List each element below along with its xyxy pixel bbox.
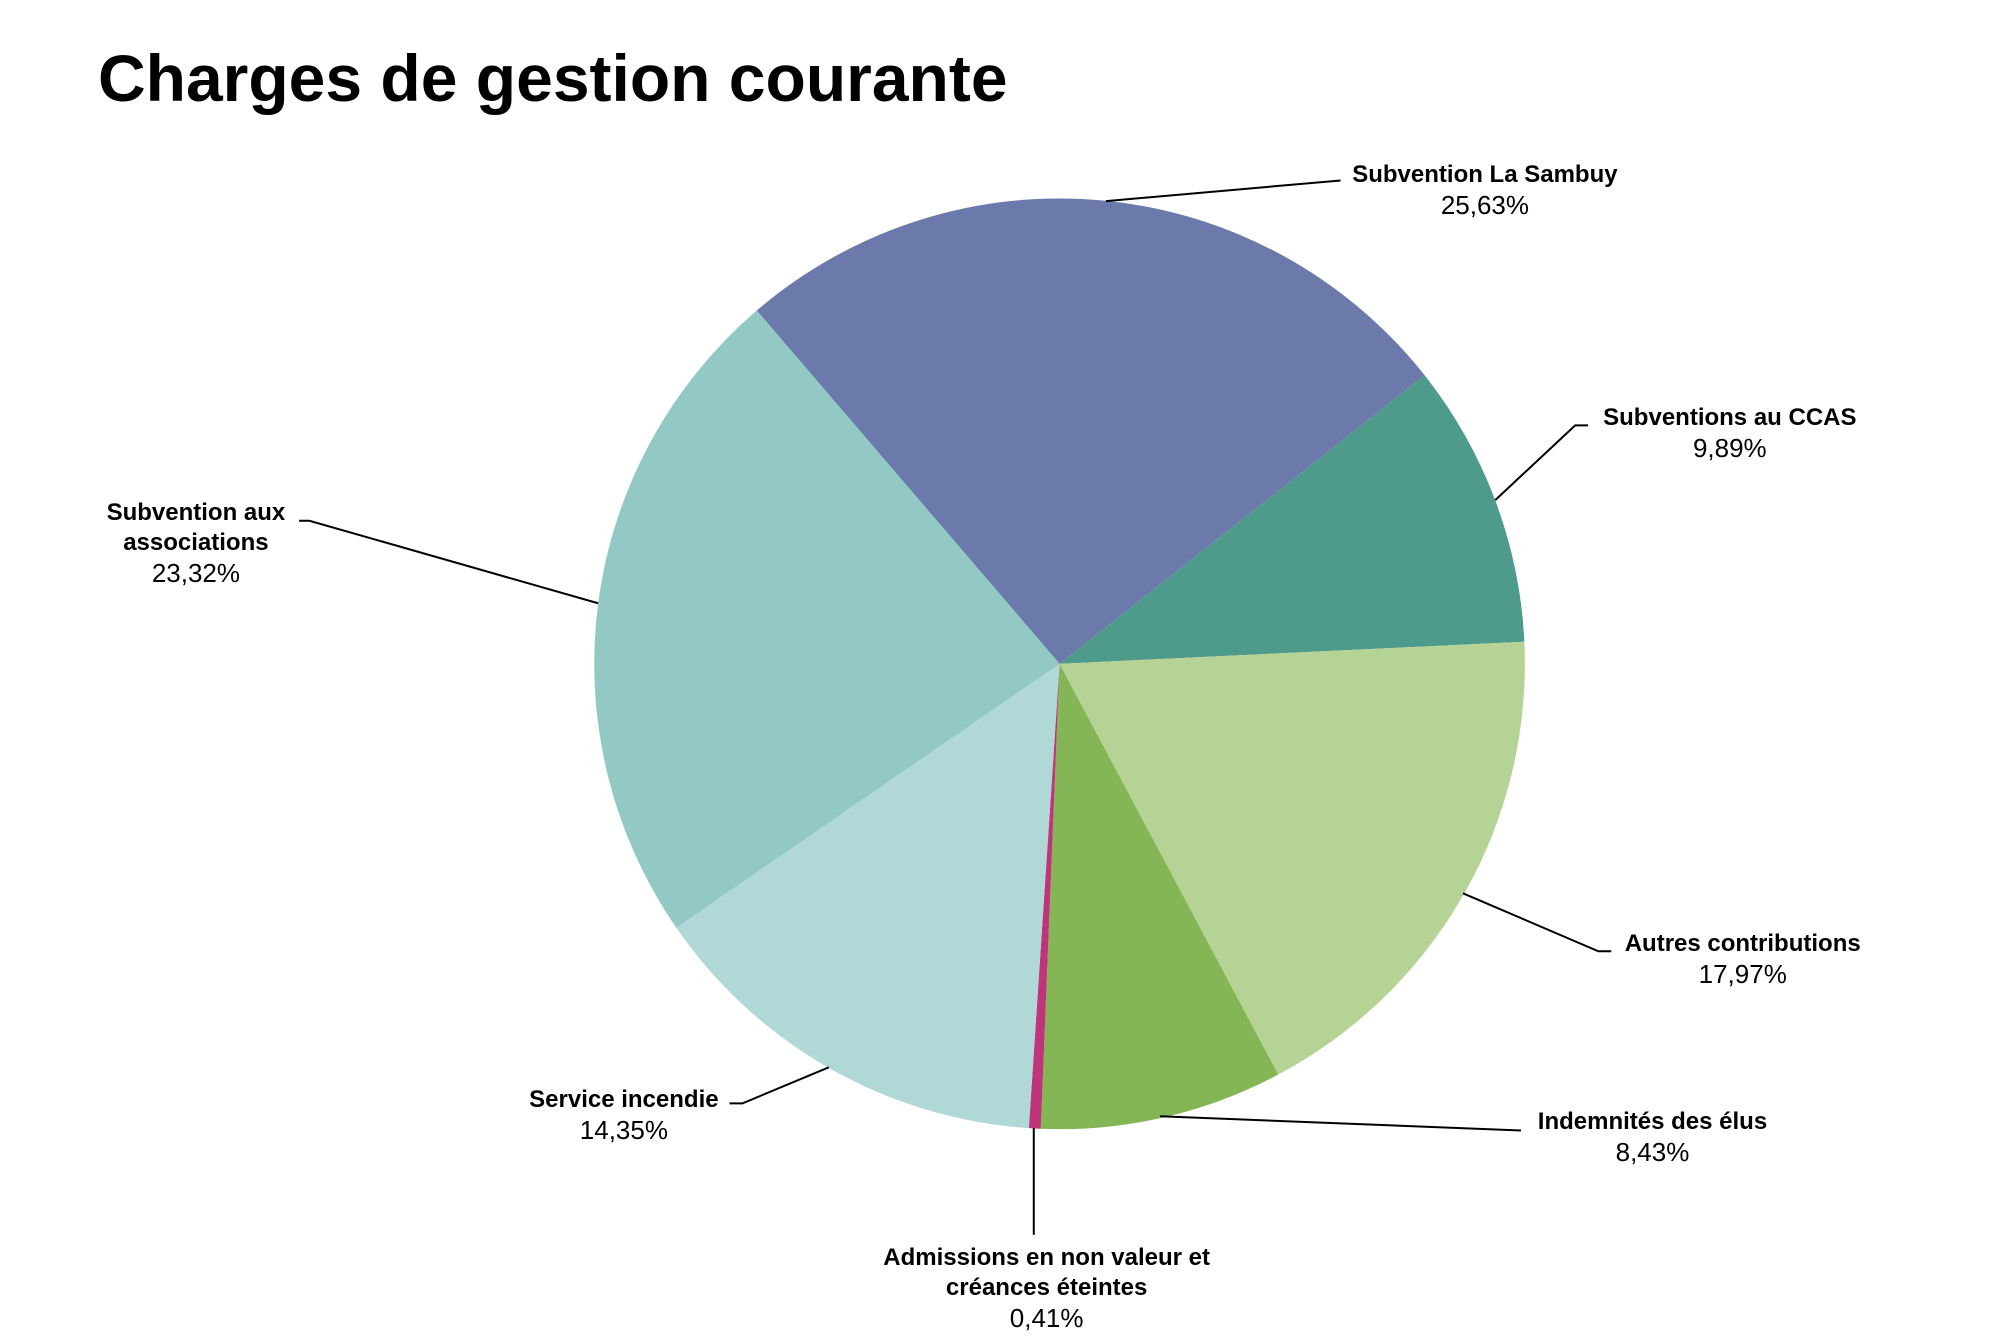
pie-slice [1040, 663, 1279, 1130]
label-value: 0,41% [1009, 1302, 1084, 1333]
slice-label: Indemnités des élus 8,43% [1459, 1107, 1846, 1167]
label-name: Indemnités des élus [1537, 1108, 1768, 1136]
label-name: Subventions au CCAS [1603, 404, 1857, 432]
slice-label: Autres contributions 17,97% [1549, 929, 1936, 989]
pie-slice [1028, 663, 1060, 1129]
pie-slice [1059, 641, 1525, 1075]
slice-label: Service incendie 14,35% [463, 1085, 785, 1145]
pie-slice [594, 310, 1060, 928]
label-value: 9,89% [1692, 433, 1767, 464]
slice-label: Subvention aux associations 23,32% [83, 498, 309, 588]
label-name: Subvention La Sambuy [1352, 160, 1618, 188]
leader-line [1160, 1115, 1522, 1132]
label-name: Subvention aux associations [106, 498, 286, 556]
label-name: Admissions en non valeur et créances éte… [883, 1243, 1211, 1301]
label-name: Service incendie [529, 1086, 719, 1114]
pie-slice [756, 198, 1425, 664]
label-value: 8,43% [1615, 1137, 1690, 1168]
pie-slice [1059, 375, 1525, 664]
slice-label: Admissions en non valeur et créances éte… [873, 1243, 1221, 1333]
leader-line [1462, 892, 1612, 953]
leader-line [299, 519, 599, 605]
leader-line [1494, 424, 1589, 501]
label-value: 17,97% [1698, 959, 1787, 990]
pie-slice [676, 663, 1060, 1129]
slice-label: Subvention La Sambuy 25,63% [1292, 160, 1679, 220]
chart-title: Charges de gestion courante [98, 41, 1008, 115]
label-value: 23,32% [151, 557, 240, 588]
label-value: 25,63% [1440, 189, 1529, 220]
leader-line [729, 1066, 830, 1105]
slice-label: Subventions au CCAS 9,89% [1536, 403, 1923, 463]
label-name: Autres contributions [1624, 930, 1861, 958]
label-value: 14,35% [579, 1115, 668, 1146]
leader-line [1105, 179, 1341, 203]
